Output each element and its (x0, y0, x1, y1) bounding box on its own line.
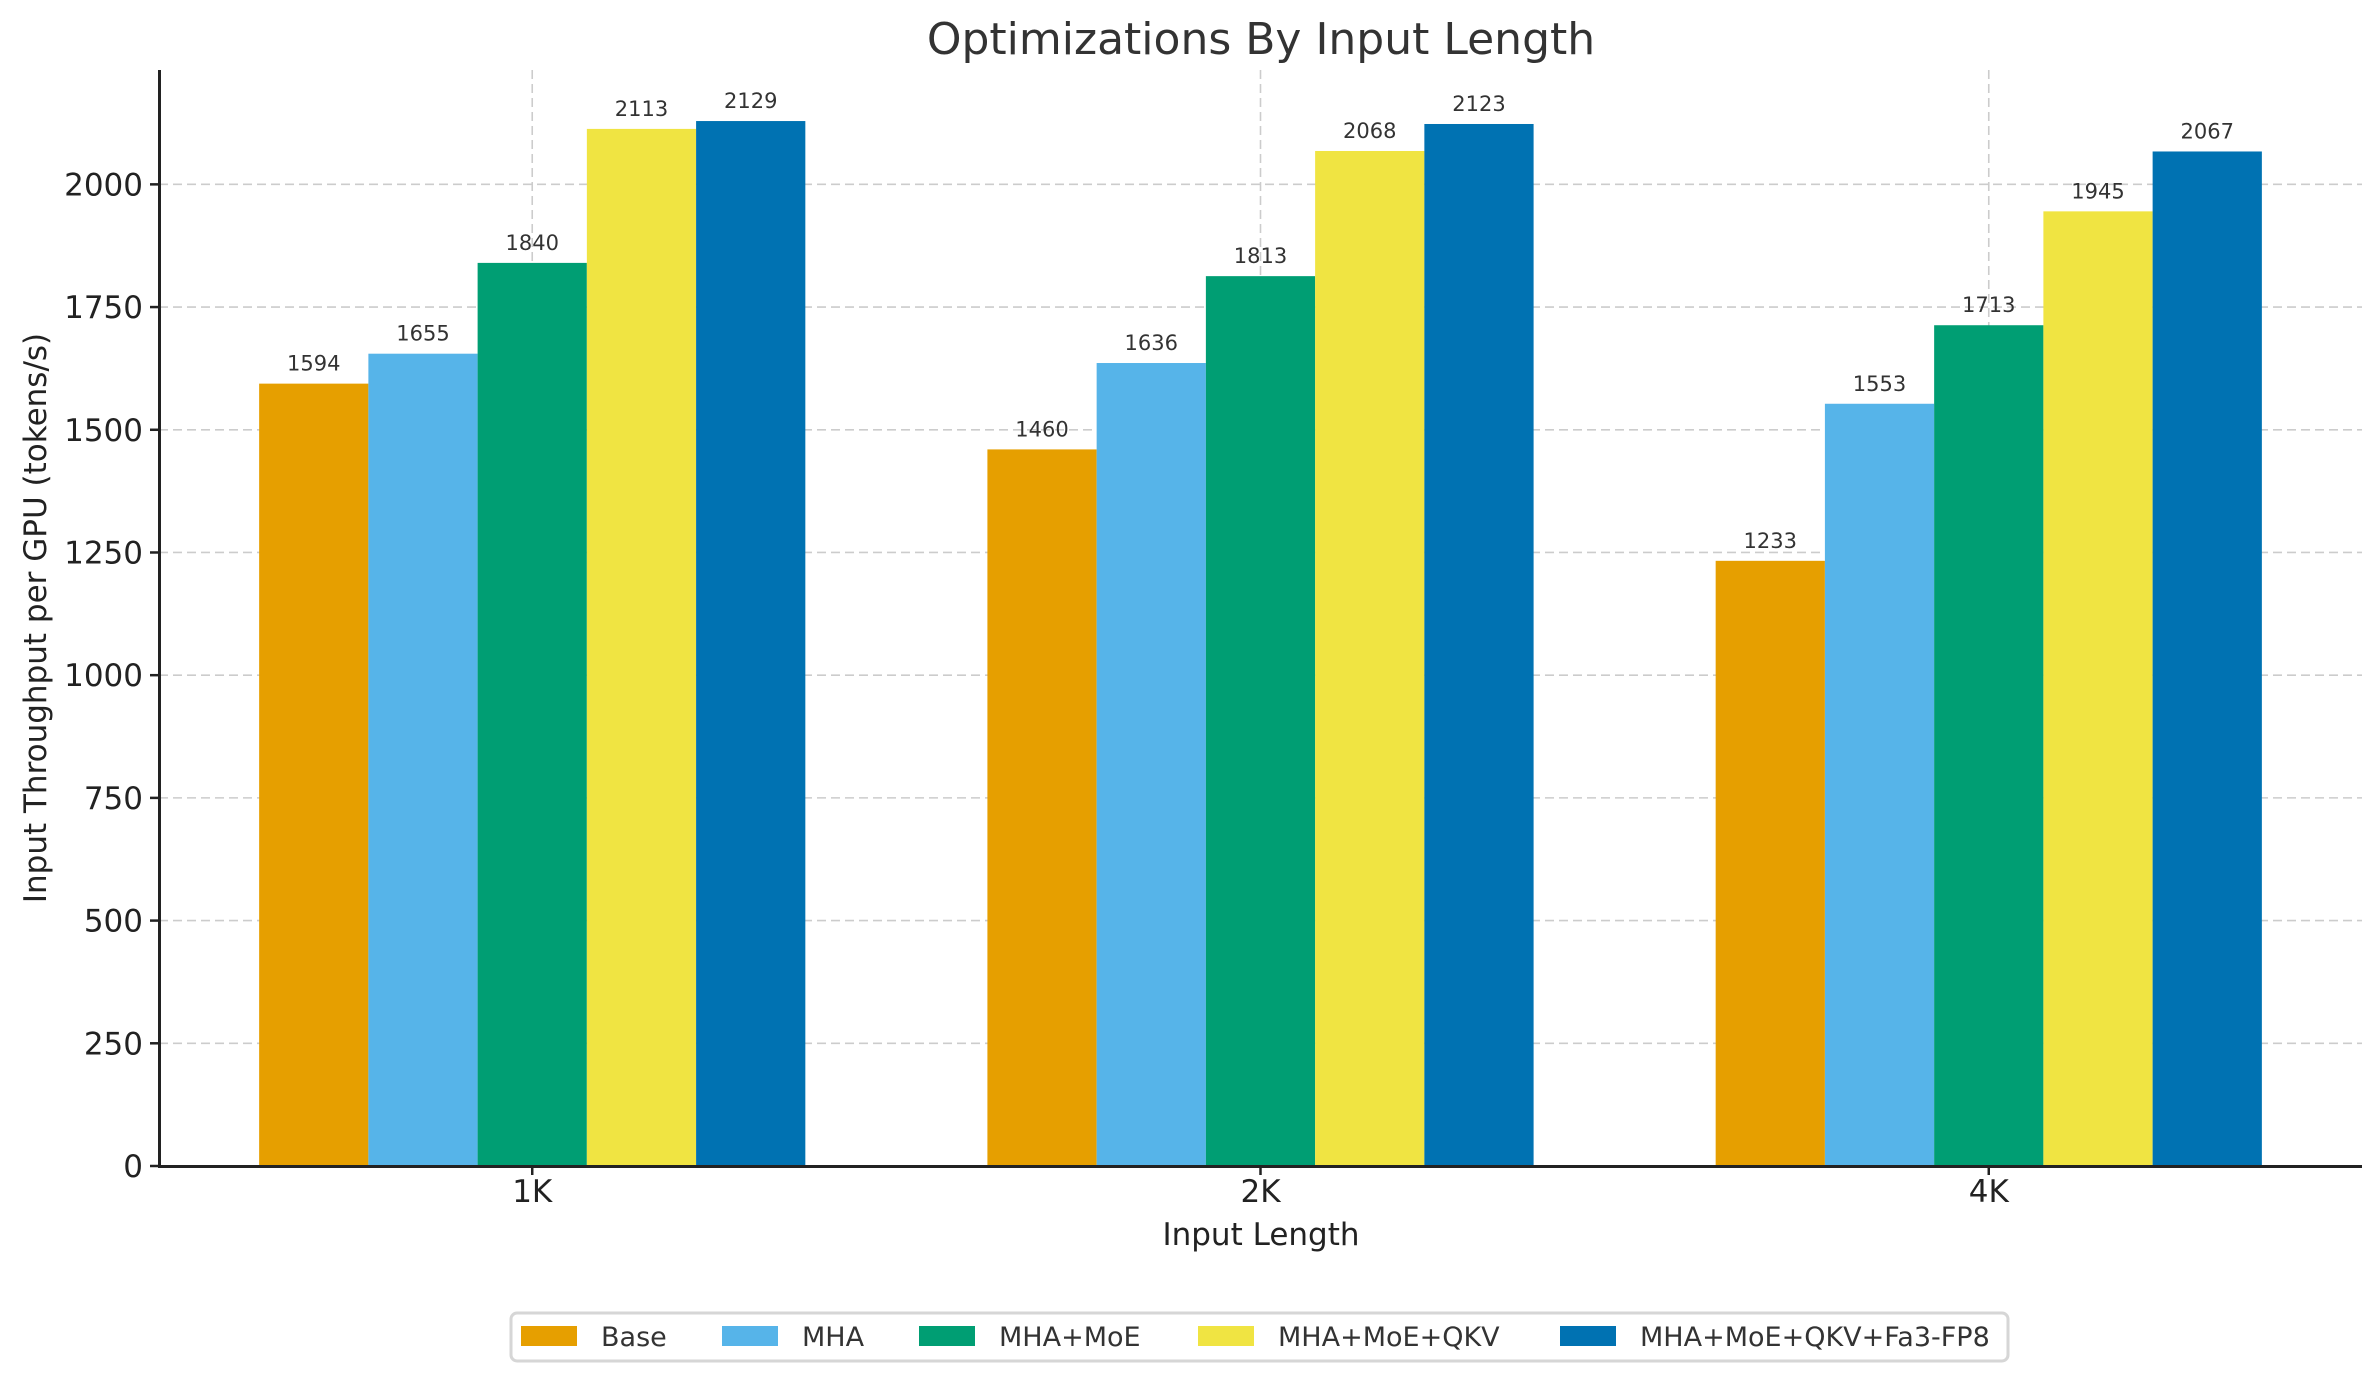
y-axis-label: Input Throughput per GPU (tokens/s) (18, 333, 54, 903)
bar-base-4k (1715, 560, 1825, 1166)
bars (259, 121, 2262, 1167)
bar-base-1k (259, 383, 369, 1166)
bar-mha-moe-2k (1205, 276, 1316, 1167)
legend-label: MHA+MoE (999, 1322, 1141, 1353)
bar-mha-4k (1824, 403, 1935, 1166)
legend-swatch (722, 1326, 778, 1346)
bar-mha-moe-4k (1934, 325, 2044, 1166)
bar-mha-moe-qkv-1k (586, 128, 697, 1167)
legend-label: MHA+MoE+QKV+Fa3-FP8 (1640, 1322, 1990, 1353)
data-label: 2067 (2181, 119, 2234, 143)
legend-swatch (1198, 1326, 1254, 1346)
legend-swatch (521, 1326, 577, 1346)
legend-items: Base MHA MHA+MoE MHA+MoE+QKV MHA+MoE+QKV+Fa3… (521, 1322, 1990, 1353)
y-tick-label: 1750 (64, 290, 143, 326)
y-tick-label: 1000 (64, 658, 143, 694)
x-tick-label: 1K (512, 1174, 553, 1210)
bar-mha-moe-qkv-fa3-fp8-2k (1424, 123, 1534, 1167)
legend-frame (509, 1311, 2010, 1363)
data-label: 2113 (615, 97, 668, 121)
data-label: 1945 (2071, 179, 2124, 203)
legend-item: MHA+MoE+QKV (1198, 1322, 1500, 1353)
legend-item: MHA+MoE+QKV+Fa3-FP8 (1560, 1322, 1990, 1353)
data-label: 2123 (1452, 92, 1505, 116)
bar-mha-2k (1096, 363, 1206, 1166)
chart-title: Optimizations By Input Length (927, 14, 1595, 65)
data-label: 1460 (1015, 417, 1068, 441)
bar-mha-moe-qkv-fa3-fp8-4k (2152, 151, 2262, 1166)
x-tick-label: 4K (1969, 1174, 2010, 1210)
legend-label: MHA (802, 1322, 865, 1353)
data-label: 1636 (1125, 331, 1178, 355)
bar-mha-moe-qkv-4k (2043, 211, 2153, 1166)
data-label: 1233 (1744, 529, 1797, 553)
legend-swatch (1560, 1326, 1616, 1346)
legend: Base MHA MHA+MoE MHA+MoE+QKV MHA+MoE+QKV+Fa3… (509, 1311, 2010, 1363)
y-tick-label: 1250 (64, 535, 143, 571)
data-labels: 1594 1460 1233 1655 1636 1553 1840 1813 1713 2113… (287, 89, 2234, 553)
y-tick-label: 1500 (64, 413, 143, 449)
legend-item: MHA+MoE (919, 1322, 1141, 1353)
bar-base-2k (987, 449, 1097, 1166)
legend-item: Base (521, 1322, 667, 1353)
data-label: 2068 (1343, 119, 1396, 143)
data-label: 1594 (287, 352, 340, 376)
y-tick-label: 500 (84, 904, 143, 940)
y-tick-label: 2000 (64, 167, 143, 203)
x-tick-label: 2K (1240, 1174, 1281, 1210)
data-label: 1813 (1234, 244, 1287, 268)
y-ticks: 0 250 500 750 1000 1250 1500 1750 2000 (64, 167, 159, 1185)
legend-label: MHA+MoE+QKV (1278, 1322, 1500, 1353)
data-label: 1553 (1853, 372, 1906, 396)
data-label: 1840 (506, 231, 559, 255)
y-tick-label: 250 (84, 1026, 143, 1062)
legend-swatch (919, 1326, 975, 1346)
data-label: 2129 (724, 89, 777, 113)
legend-item: MHA (722, 1322, 865, 1353)
x-ticks: 1K 2K 4K (512, 1166, 2009, 1210)
y-tick-label: 750 (84, 781, 143, 817)
bar-mha-moe-1k (477, 262, 587, 1166)
bar-mha-moe-qkv-2k (1315, 150, 1425, 1166)
bar-mha-1k (368, 353, 478, 1166)
legend-label: Base (601, 1322, 667, 1353)
bar-mha-moe-qkv-fa3-fp8-1k (696, 121, 806, 1167)
data-label: 1713 (1962, 293, 2015, 317)
y-tick-label: 0 (123, 1149, 143, 1185)
data-label: 1655 (396, 322, 449, 346)
x-axis-label: Input Length (1162, 1217, 1359, 1253)
